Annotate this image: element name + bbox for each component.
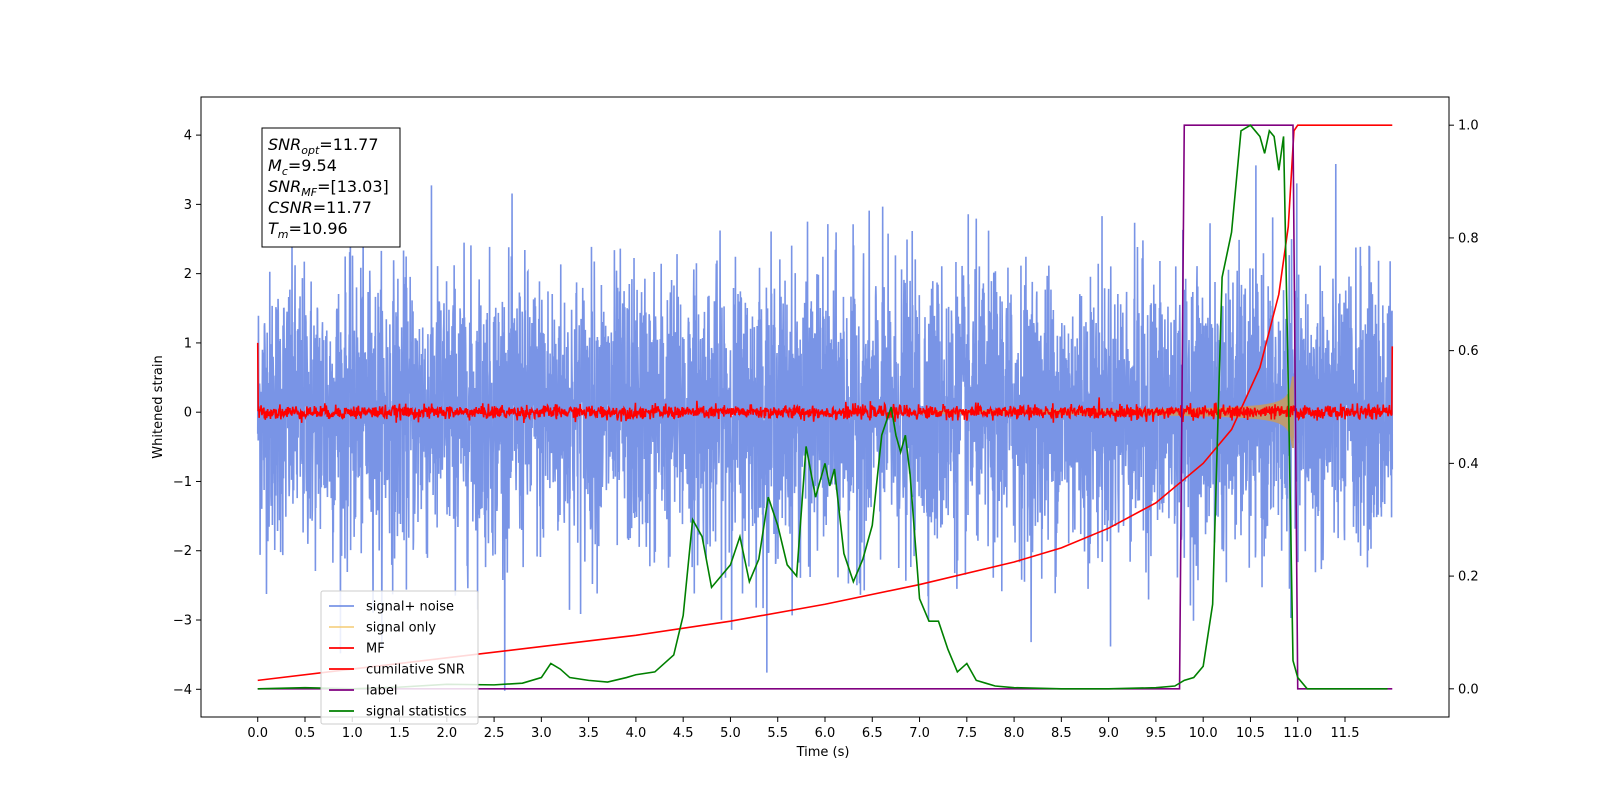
x-axis-label: Time (s) — [796, 745, 850, 760]
y2-tick-label: 0.2 — [1458, 570, 1479, 585]
x-tick-label: 1.0 — [342, 726, 363, 741]
info-mc: Mc=9.54 — [268, 156, 337, 178]
info-tm: Tm=10.96 — [268, 219, 348, 241]
x-tick-label: 5.5 — [767, 726, 788, 741]
x-tick-label: 2.5 — [484, 726, 505, 741]
x-tick-label: 8.5 — [1051, 726, 1072, 741]
x-tick-label: 9.5 — [1146, 726, 1167, 741]
x-tick-label: 0.0 — [247, 726, 268, 741]
y-tick-label: 1 — [184, 336, 192, 351]
y-tick-label: −4 — [173, 683, 192, 698]
y-tick-label: 2 — [184, 267, 192, 282]
y-tick-label: −3 — [173, 614, 192, 629]
x-tick-label: 2.0 — [436, 726, 457, 741]
x-tick-label: 6.0 — [815, 726, 836, 741]
y-tick-label: 0 — [184, 406, 192, 421]
y2-tick-label: 0.8 — [1458, 231, 1479, 246]
y-tick-label: 3 — [184, 198, 192, 213]
info-snr-opt: SNRopt=11.77 — [268, 135, 379, 157]
info-csnr: CSNR=11.77 — [268, 198, 372, 217]
legend-label: cumilative SNR — [366, 663, 465, 678]
x-tick-label: 11.5 — [1331, 726, 1360, 741]
x-tick-label: 7.5 — [956, 726, 977, 741]
series-cumulative-snr-line — [257, 124, 1393, 682]
x-tick-label: 5.0 — [720, 726, 741, 741]
x-tick-label: 8.0 — [1004, 726, 1025, 741]
info-snr-mf: SNRMF=[13.03] — [268, 177, 389, 199]
series-signal-statistics-line — [257, 124, 1388, 690]
legend-frame — [320, 590, 479, 725]
legend-label: signal+ noise — [366, 600, 454, 615]
x-tick-label: 0.5 — [295, 726, 316, 741]
y2-tick-label: 0.6 — [1458, 344, 1479, 359]
x-tick-label: 3.0 — [531, 726, 552, 741]
legend-label: label — [366, 684, 397, 699]
y-tick-label: 4 — [184, 129, 192, 144]
y-axis-left: −4 −3 −2 −1 0 1 2 3 4 — [173, 129, 201, 698]
legend-label: signal statistics — [366, 705, 467, 720]
y-axis-label: Whitened strain — [151, 355, 166, 458]
x-tick-label: 10.0 — [1189, 726, 1218, 741]
y-tick-label: −1 — [173, 475, 192, 490]
legend-label: MF — [366, 642, 385, 657]
x-tick-label: 9.0 — [1098, 726, 1119, 741]
y2-tick-label: 1.0 — [1458, 119, 1479, 134]
legend: signal+ noise signal only MF cumilative SNR… — [320, 590, 479, 725]
info-box-frame — [261, 127, 401, 248]
x-tick-label: 10.5 — [1236, 726, 1265, 741]
x-tick-label: 4.5 — [673, 726, 694, 741]
y2-tick-label: 0.0 — [1458, 682, 1479, 697]
x-tick-label: 4.0 — [626, 726, 647, 741]
x-tick-label: 11.0 — [1283, 726, 1312, 741]
series-signal-noise-line — [256, 163, 1394, 691]
y-tick-label: −2 — [173, 544, 192, 559]
series-mf-line — [256, 342, 1394, 424]
x-axis: 0.0 0.5 1.0 1.5 2.0 2.5 3.0 3.5 4.0 4.5 5.0 5.5 6.0 6… — [247, 717, 1359, 741]
x-tick-label: 6.5 — [862, 726, 883, 741]
x-tick-label: 7.0 — [909, 726, 930, 741]
y-axis-right: 0.0 0.2 0.4 0.6 0.8 1.0 — [1449, 119, 1479, 697]
plot-area — [256, 124, 1394, 691]
x-tick-label: 3.5 — [578, 726, 599, 741]
x-tick-label: 1.5 — [389, 726, 410, 741]
y2-tick-label: 0.4 — [1458, 457, 1479, 472]
legend-label: signal only — [366, 621, 436, 636]
info-box: SNRopt=11.77 Mc=9.54 SNRMF=[13.03] CSNR=… — [261, 127, 401, 248]
